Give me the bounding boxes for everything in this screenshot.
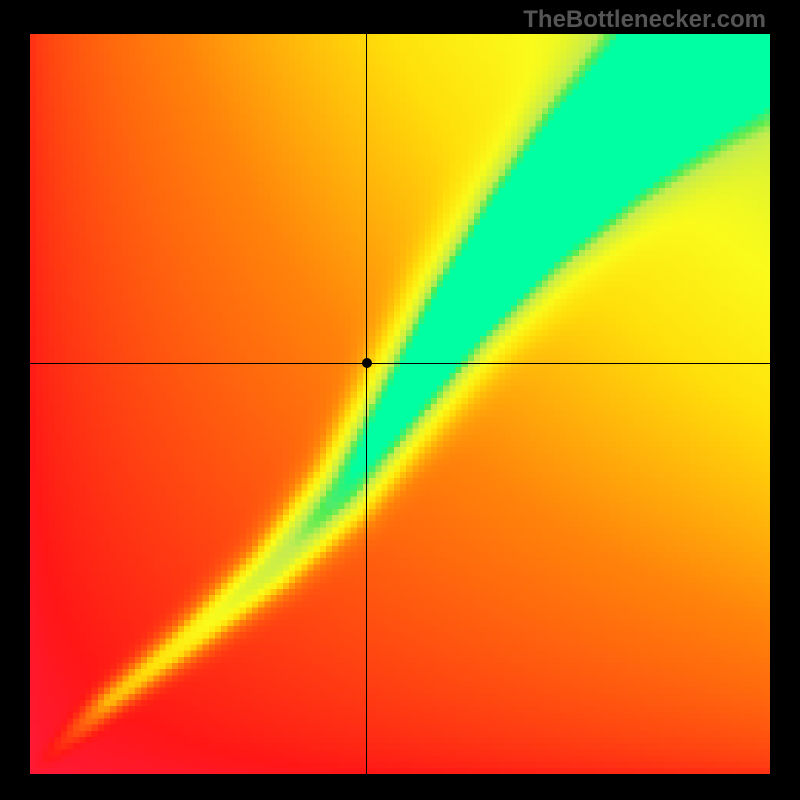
chart-container: { "canvas": { "width": 800, "height": 80…: [0, 0, 800, 800]
crosshair-vertical: [366, 34, 367, 774]
selected-point: [362, 358, 372, 368]
bottleneck-heatmap: [30, 34, 770, 774]
watermark-text: TheBottlenecker.com: [523, 6, 766, 34]
crosshair-horizontal: [30, 363, 770, 364]
